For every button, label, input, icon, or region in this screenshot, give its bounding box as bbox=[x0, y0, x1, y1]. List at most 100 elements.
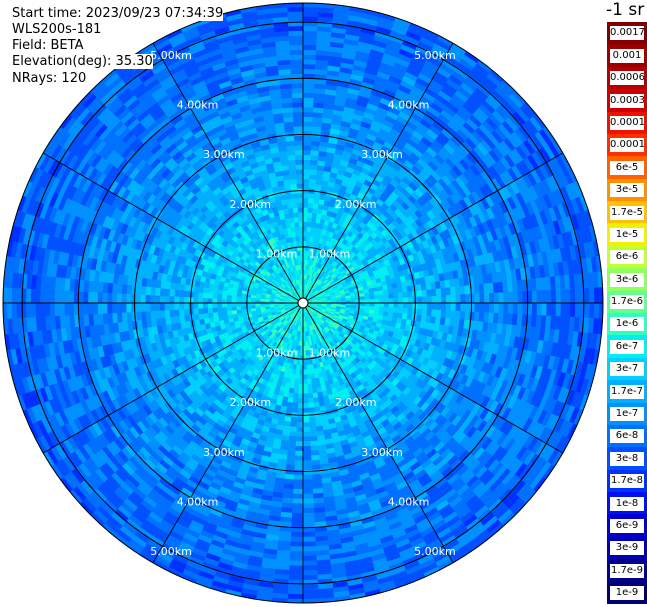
range-gate-cell bbox=[298, 374, 304, 380]
range-gate-cell bbox=[293, 469, 304, 476]
range-gate-cell bbox=[360, 302, 366, 307]
range-gate-cell bbox=[368, 291, 375, 297]
range-gate-cell bbox=[309, 426, 317, 433]
range-gate-cell bbox=[311, 459, 321, 466]
range-gate-cell bbox=[289, 421, 297, 428]
range-gate-cell bbox=[455, 302, 461, 312]
range-gate-cell bbox=[286, 401, 293, 408]
range-gate-cell bbox=[503, 292, 509, 304]
range-gate-cell bbox=[455, 294, 461, 304]
range-gate-cell bbox=[431, 295, 438, 304]
range-gate-cell bbox=[302, 145, 312, 151]
range-gate-cell bbox=[383, 302, 390, 308]
range-gate-cell bbox=[296, 417, 304, 423]
range-gate-cell bbox=[296, 422, 304, 428]
range-gate-cell bbox=[292, 488, 304, 495]
range-gate-cell bbox=[574, 288, 581, 304]
range-gate-cell bbox=[302, 403, 309, 409]
range-gate-cell bbox=[302, 522, 315, 528]
range-gate-cell bbox=[302, 584, 319, 590]
range-gate-cell bbox=[536, 290, 543, 304]
range-gate-cell bbox=[302, 546, 317, 552]
range-gate-cell bbox=[313, 198, 320, 205]
range-gate-cell bbox=[550, 302, 557, 317]
range-gate-cell bbox=[302, 469, 313, 476]
range-gate-cell bbox=[312, 397, 319, 404]
range-gate-cell bbox=[388, 298, 395, 304]
range-gate-cell bbox=[308, 197, 315, 204]
range-gate-cell bbox=[290, 541, 304, 547]
range-gate-cell bbox=[445, 310, 452, 319]
range-gate-cell bbox=[541, 290, 547, 304]
range-gate-cell bbox=[285, 464, 295, 471]
range-gate-cell bbox=[305, 359, 310, 366]
range-gate-cell bbox=[302, 106, 314, 113]
range-gate-cell bbox=[359, 296, 366, 301]
range-gate-cell bbox=[302, 450, 312, 457]
range-gate-cell bbox=[302, 455, 312, 461]
range-gate-cell bbox=[302, 25, 318, 32]
range-gate-cell bbox=[288, 574, 304, 581]
range-gate-cell bbox=[310, 150, 320, 156]
range-gate-cell bbox=[302, 388, 308, 395]
range-gate-cell bbox=[469, 293, 476, 304]
range-gate-cell bbox=[298, 379, 304, 385]
range-gate-cell bbox=[289, 550, 304, 557]
range-gate-cell bbox=[287, 593, 304, 600]
range-gate-cell bbox=[498, 302, 504, 314]
range-gate-cell bbox=[302, 135, 312, 141]
range-gate-cell bbox=[302, 593, 319, 600]
range-gate-cell bbox=[403, 297, 409, 304]
range-gate-cell bbox=[302, 426, 310, 433]
range-gate-cell bbox=[512, 291, 519, 304]
range-gate-cell bbox=[302, 474, 313, 481]
range-gate-cell bbox=[293, 474, 304, 481]
range-gate-cell bbox=[393, 307, 399, 314]
range-gate-cell bbox=[306, 221, 312, 228]
range-gate-cell bbox=[302, 512, 315, 519]
range-gate-cell bbox=[302, 417, 310, 423]
range-gate-cell bbox=[310, 373, 316, 380]
range-gate-cell bbox=[546, 289, 552, 304]
range-gate-cell bbox=[364, 299, 371, 304]
range-gate-cell bbox=[302, 484, 313, 490]
range-gate-cell bbox=[460, 294, 466, 304]
range-gate-cell bbox=[302, 422, 310, 428]
range-gate-cell bbox=[289, 560, 304, 567]
range-gate-cell bbox=[302, 488, 314, 495]
range-gate-cell bbox=[302, 78, 315, 84]
range-gate-cell bbox=[584, 302, 590, 319]
range-gate-cell bbox=[302, 503, 314, 509]
range-gate-cell bbox=[393, 297, 399, 304]
range-gate-cell bbox=[288, 565, 304, 571]
range-gate-cell bbox=[307, 202, 314, 209]
range-gate-cell bbox=[445, 287, 452, 296]
range-gate-cell bbox=[299, 364, 304, 371]
range-gate-cell bbox=[311, 469, 322, 476]
range-gate-cell bbox=[465, 294, 471, 304]
range-gate-cell bbox=[309, 173, 317, 180]
range-gate-cell bbox=[302, 197, 309, 203]
range-gate-cell bbox=[473, 311, 480, 322]
range-gate-cell bbox=[350, 297, 356, 301]
range-gate-cell bbox=[291, 407, 298, 413]
range-gate-cell bbox=[310, 145, 320, 152]
range-gate-cell bbox=[397, 292, 404, 299]
range-gate-cell bbox=[454, 310, 461, 320]
range-gate-cell bbox=[311, 383, 317, 389]
range-gate-cell bbox=[397, 287, 404, 294]
range-gate-cell bbox=[450, 294, 457, 304]
range-gate-cell bbox=[402, 308, 409, 315]
range-gate-cell bbox=[294, 465, 304, 471]
range-gate-cell bbox=[484, 293, 490, 304]
range-gate-cell bbox=[560, 289, 567, 304]
range-gate-cell bbox=[296, 426, 304, 433]
range-gate-cell bbox=[311, 135, 321, 142]
range-gate-cell bbox=[302, 531, 316, 538]
range-gate-cell bbox=[302, 168, 311, 175]
range-gate-cell bbox=[284, 473, 295, 480]
range-gate-cell bbox=[302, 407, 309, 414]
range-gate-cell bbox=[464, 311, 471, 321]
range-gate-cell bbox=[422, 296, 428, 304]
range-gate-cell bbox=[417, 302, 423, 310]
